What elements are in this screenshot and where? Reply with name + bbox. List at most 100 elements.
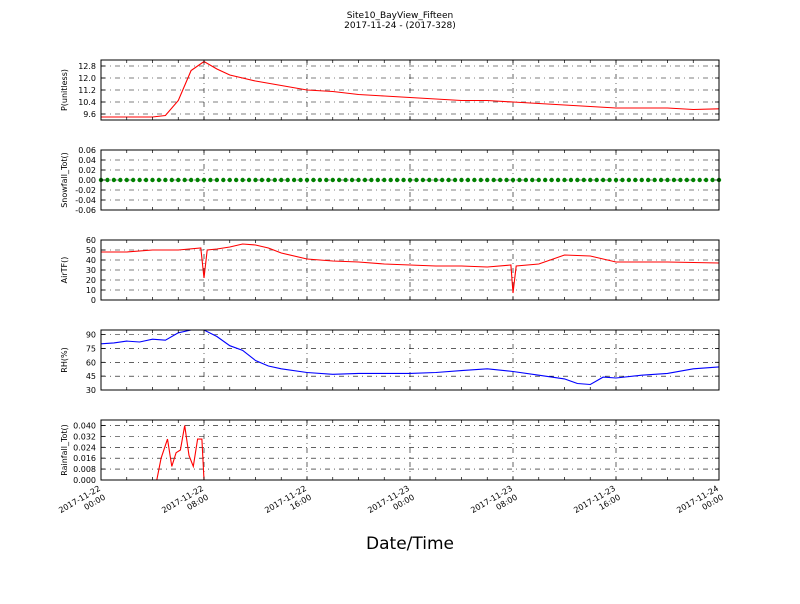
data-point <box>555 177 561 183</box>
y-tick-label: 30 <box>86 266 96 275</box>
data-point <box>684 177 690 183</box>
data-point <box>517 177 522 183</box>
data-point <box>169 177 175 183</box>
data-point <box>298 177 303 183</box>
data-point <box>446 177 451 183</box>
data-point <box>105 177 110 183</box>
y-axis-label: Snowfall_Tot() <box>60 152 69 208</box>
figure-title: Site10_BayView_Fifteen <box>346 11 454 21</box>
y-tick-label: 12.0 <box>78 74 96 83</box>
data-point <box>600 177 606 183</box>
data-point <box>401 177 406 183</box>
data-point <box>414 177 419 183</box>
data-point <box>639 177 644 183</box>
data-point <box>439 177 445 183</box>
y-tick-label: 0.008 <box>73 465 96 474</box>
y-tick-label: 0.016 <box>73 454 96 463</box>
data-point <box>311 177 316 183</box>
data-point <box>633 177 638 183</box>
data-point <box>594 177 599 183</box>
data-point <box>182 177 187 183</box>
y-tick-label: 50 <box>86 246 96 255</box>
data-point <box>504 177 509 183</box>
data-point <box>176 177 181 183</box>
data-point <box>665 177 670 183</box>
data-point <box>691 177 696 183</box>
data-point <box>150 177 155 183</box>
data-point <box>369 177 374 183</box>
y-tick-label: 0.06 <box>78 146 96 155</box>
y-tick-label: 75 <box>86 344 96 353</box>
figure-subtitle: 2017-11-24 - (2017-328) <box>344 21 456 31</box>
data-point <box>703 177 709 183</box>
data-point <box>304 177 310 183</box>
y-tick-label: 60 <box>86 358 96 367</box>
data-point <box>581 177 587 183</box>
data-point <box>652 177 657 183</box>
y-tick-label: 90 <box>86 331 96 340</box>
data-point <box>452 177 458 183</box>
data-point <box>478 177 484 183</box>
y-tick-label: -0.06 <box>75 206 96 215</box>
data-point <box>118 177 123 183</box>
y-tick-label: 20 <box>86 276 96 285</box>
data-point <box>279 177 284 183</box>
data-point <box>208 177 213 183</box>
data-point <box>407 177 413 183</box>
data-point <box>678 177 683 183</box>
data-point <box>433 177 438 183</box>
data-point <box>201 177 207 183</box>
data-point <box>575 177 580 183</box>
y-tick-label: 40 <box>86 256 96 265</box>
data-point <box>568 177 574 183</box>
data-point <box>163 177 168 183</box>
data-point <box>427 177 432 183</box>
y-tick-label: -0.02 <box>75 186 96 195</box>
y-tick-label: 10.4 <box>78 98 96 107</box>
data-point <box>588 177 593 183</box>
data-point <box>613 177 619 183</box>
data-point <box>317 177 323 183</box>
series-line <box>101 243 720 294</box>
data-point <box>626 177 632 183</box>
y-tick-label: 45 <box>86 372 96 381</box>
data-point <box>388 177 393 183</box>
data-point <box>214 177 220 183</box>
data-point <box>530 177 535 183</box>
y-tick-label: 0.02 <box>78 166 96 175</box>
data-point <box>259 177 265 183</box>
y-tick-label: 12.8 <box>78 62 96 71</box>
y-axis-label: AirTF() <box>60 257 69 284</box>
data-point <box>362 177 368 183</box>
data-point <box>472 177 477 183</box>
y-tick-label: 0.032 <box>73 432 96 441</box>
y-tick-label: -0.04 <box>75 196 96 205</box>
data-point <box>491 177 496 183</box>
data-point <box>130 177 136 183</box>
data-point <box>420 177 426 183</box>
data-point <box>465 177 471 183</box>
data-point <box>111 177 117 183</box>
data-point <box>272 177 278 183</box>
data-point <box>394 177 400 183</box>
y-tick-label: 0.00 <box>78 176 96 185</box>
data-point <box>195 177 200 183</box>
data-point <box>349 177 355 183</box>
y-tick-label: 60 <box>86 236 96 245</box>
data-point <box>710 177 715 183</box>
data-point <box>658 177 664 183</box>
data-point <box>330 177 335 183</box>
y-tick-label: 10 <box>86 286 96 295</box>
y-tick-label: 9.6 <box>83 110 96 119</box>
data-point <box>253 177 258 183</box>
y-axis-label: P(unitless) <box>60 69 69 111</box>
data-point <box>459 177 464 183</box>
data-point <box>336 177 342 183</box>
data-point <box>291 177 297 183</box>
